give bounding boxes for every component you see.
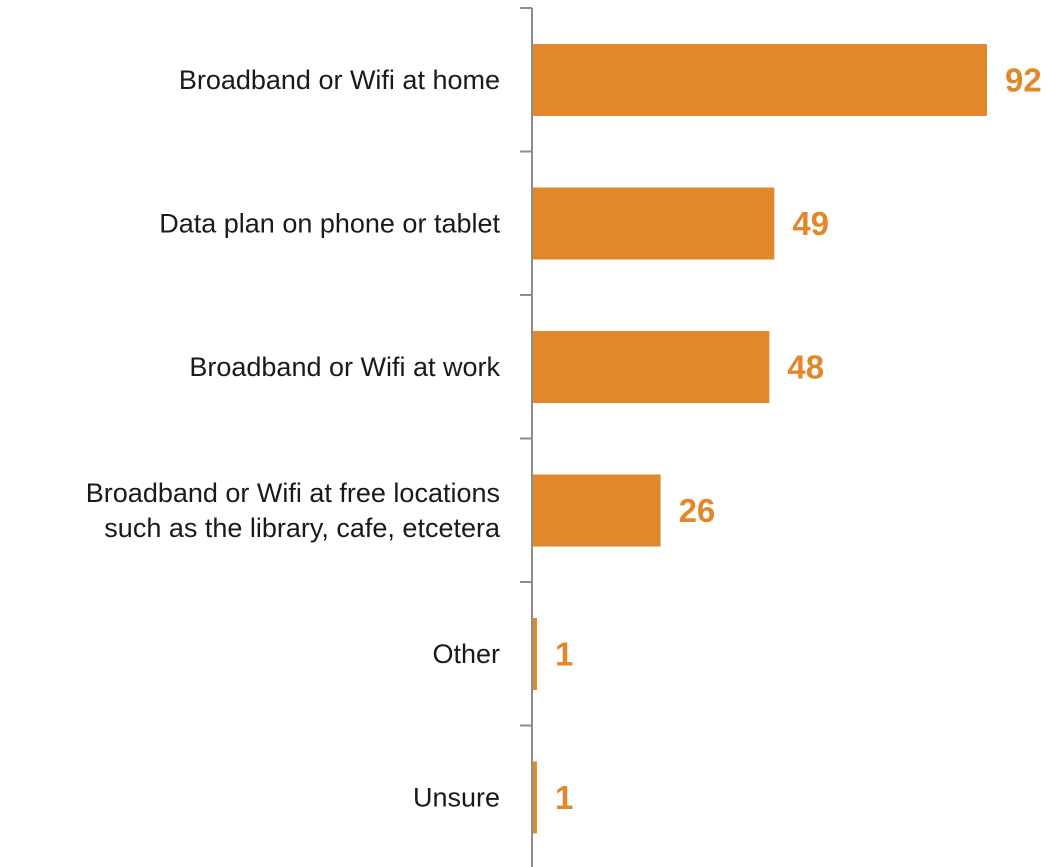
value-label-4: 1 <box>555 636 573 673</box>
category-label-4: Other <box>432 639 500 669</box>
value-label-0: 92 <box>1005 62 1042 99</box>
category-axis <box>520 7 533 867</box>
category-labels: Broadband or Wifi at home Data plan on ph… <box>86 65 501 813</box>
category-label-3-line-1: such as the library, cafe, etcetera <box>104 513 501 543</box>
bars-group <box>532 44 987 834</box>
bar-0 <box>532 44 987 116</box>
value-label-1: 49 <box>792 205 829 242</box>
category-label-5: Unsure <box>413 783 500 813</box>
value-label-3: 26 <box>679 492 716 529</box>
category-label-3-line-0: Broadband or Wifi at free locations <box>86 478 500 508</box>
category-label-2: Broadband or Wifi at work <box>189 352 500 382</box>
category-label-0: Broadband or Wifi at home <box>179 65 500 95</box>
bar-5 <box>532 761 537 834</box>
category-label-1: Data plan on phone or tablet <box>159 209 500 239</box>
bar-4 <box>532 618 537 690</box>
value-label-5: 1 <box>555 779 573 816</box>
bar-2 <box>532 331 770 403</box>
bar-1 <box>532 187 775 260</box>
value-label-2: 48 <box>787 349 824 386</box>
bar-3 <box>532 474 661 547</box>
value-labels: 92 49 48 26 1 1 <box>555 62 1042 817</box>
